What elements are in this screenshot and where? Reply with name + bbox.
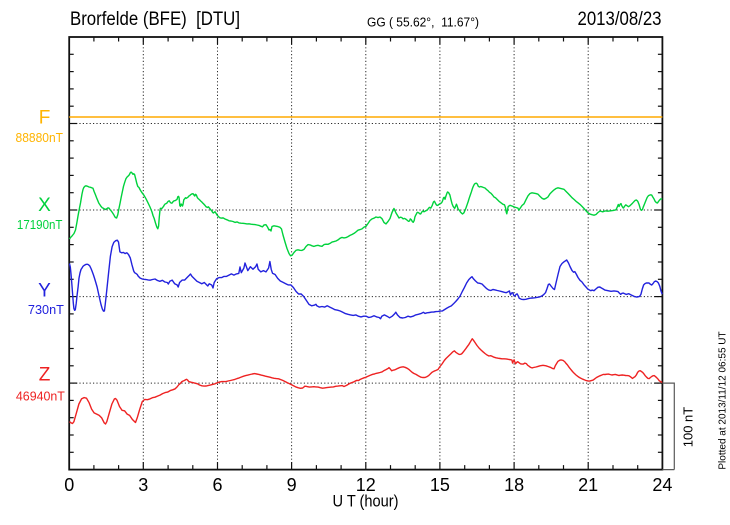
svg-text:2013/08/23: 2013/08/23 xyxy=(578,9,662,30)
svg-text:Plotted at 2013/11/12 06:55 UT: Plotted at 2013/11/12 06:55 UT xyxy=(718,331,729,469)
svg-text:X: X xyxy=(38,195,51,216)
svg-text:Z: Z xyxy=(39,365,51,386)
svg-text:U T (hour): U T (hour) xyxy=(333,492,399,511)
svg-text:21: 21 xyxy=(578,475,598,495)
svg-text:18: 18 xyxy=(504,475,524,495)
svg-text:GG ( 55.62°, 11.67°): GG ( 55.62°, 11.67°) xyxy=(367,15,479,30)
svg-text:24: 24 xyxy=(652,475,672,495)
svg-text:100 nT: 100 nT xyxy=(681,407,696,448)
svg-text:730nT: 730nT xyxy=(28,302,64,317)
svg-text:6: 6 xyxy=(212,475,222,495)
svg-text:46940nT: 46940nT xyxy=(16,388,65,403)
svg-text:12: 12 xyxy=(356,475,376,495)
svg-text:Brorfelde (BFE) [DTU]: Brorfelde (BFE) [DTU] xyxy=(70,9,240,30)
svg-text:9: 9 xyxy=(287,475,297,495)
svg-text:15: 15 xyxy=(430,475,450,495)
svg-text:F: F xyxy=(39,108,51,129)
svg-text:17190nT: 17190nT xyxy=(17,217,63,232)
svg-text:0: 0 xyxy=(64,475,74,495)
svg-text:Y: Y xyxy=(38,281,51,302)
svg-text:88880nT: 88880nT xyxy=(16,130,64,145)
svg-text:3: 3 xyxy=(138,475,148,495)
